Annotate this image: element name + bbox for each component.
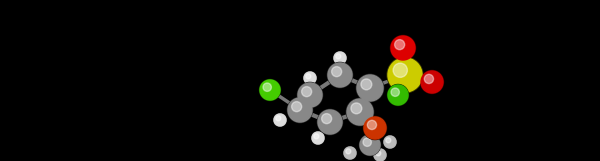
Circle shape	[364, 117, 386, 139]
Circle shape	[334, 52, 346, 64]
Circle shape	[391, 88, 400, 96]
Circle shape	[395, 40, 404, 50]
Circle shape	[346, 149, 351, 154]
Circle shape	[312, 132, 324, 144]
Circle shape	[292, 102, 302, 112]
Circle shape	[317, 109, 343, 135]
Circle shape	[322, 114, 332, 124]
Circle shape	[347, 99, 373, 125]
Circle shape	[260, 80, 280, 100]
Circle shape	[306, 74, 311, 79]
Circle shape	[274, 114, 286, 126]
Circle shape	[391, 35, 416, 61]
Circle shape	[356, 74, 383, 102]
Circle shape	[328, 63, 352, 87]
Circle shape	[376, 151, 381, 156]
Circle shape	[360, 135, 380, 155]
Circle shape	[274, 114, 286, 126]
Circle shape	[304, 72, 316, 84]
Circle shape	[388, 85, 408, 105]
Circle shape	[361, 79, 372, 90]
Circle shape	[276, 116, 281, 121]
Circle shape	[346, 98, 374, 126]
Circle shape	[384, 136, 397, 148]
Circle shape	[421, 71, 443, 94]
Circle shape	[357, 75, 383, 101]
Circle shape	[298, 82, 323, 108]
Circle shape	[363, 138, 371, 146]
Circle shape	[298, 83, 322, 107]
Circle shape	[336, 54, 341, 59]
Circle shape	[393, 63, 407, 77]
Circle shape	[314, 134, 319, 139]
Circle shape	[312, 132, 325, 144]
Circle shape	[263, 83, 271, 91]
Circle shape	[374, 149, 386, 161]
Circle shape	[304, 72, 316, 84]
Circle shape	[332, 67, 341, 77]
Circle shape	[374, 149, 386, 161]
Circle shape	[387, 57, 423, 93]
Circle shape	[384, 136, 396, 148]
Circle shape	[386, 138, 391, 143]
Circle shape	[364, 116, 386, 140]
Circle shape	[344, 147, 356, 159]
Circle shape	[260, 80, 281, 100]
Circle shape	[367, 120, 377, 130]
Circle shape	[318, 110, 342, 134]
Circle shape	[421, 71, 443, 93]
Circle shape	[344, 147, 356, 159]
Circle shape	[388, 85, 409, 105]
Circle shape	[287, 97, 313, 123]
Circle shape	[388, 58, 422, 92]
Circle shape	[334, 52, 346, 64]
Circle shape	[424, 74, 434, 84]
Circle shape	[288, 98, 312, 122]
Circle shape	[328, 62, 353, 88]
Circle shape	[302, 87, 311, 97]
Circle shape	[359, 134, 380, 156]
Circle shape	[351, 103, 362, 114]
Circle shape	[391, 36, 415, 60]
